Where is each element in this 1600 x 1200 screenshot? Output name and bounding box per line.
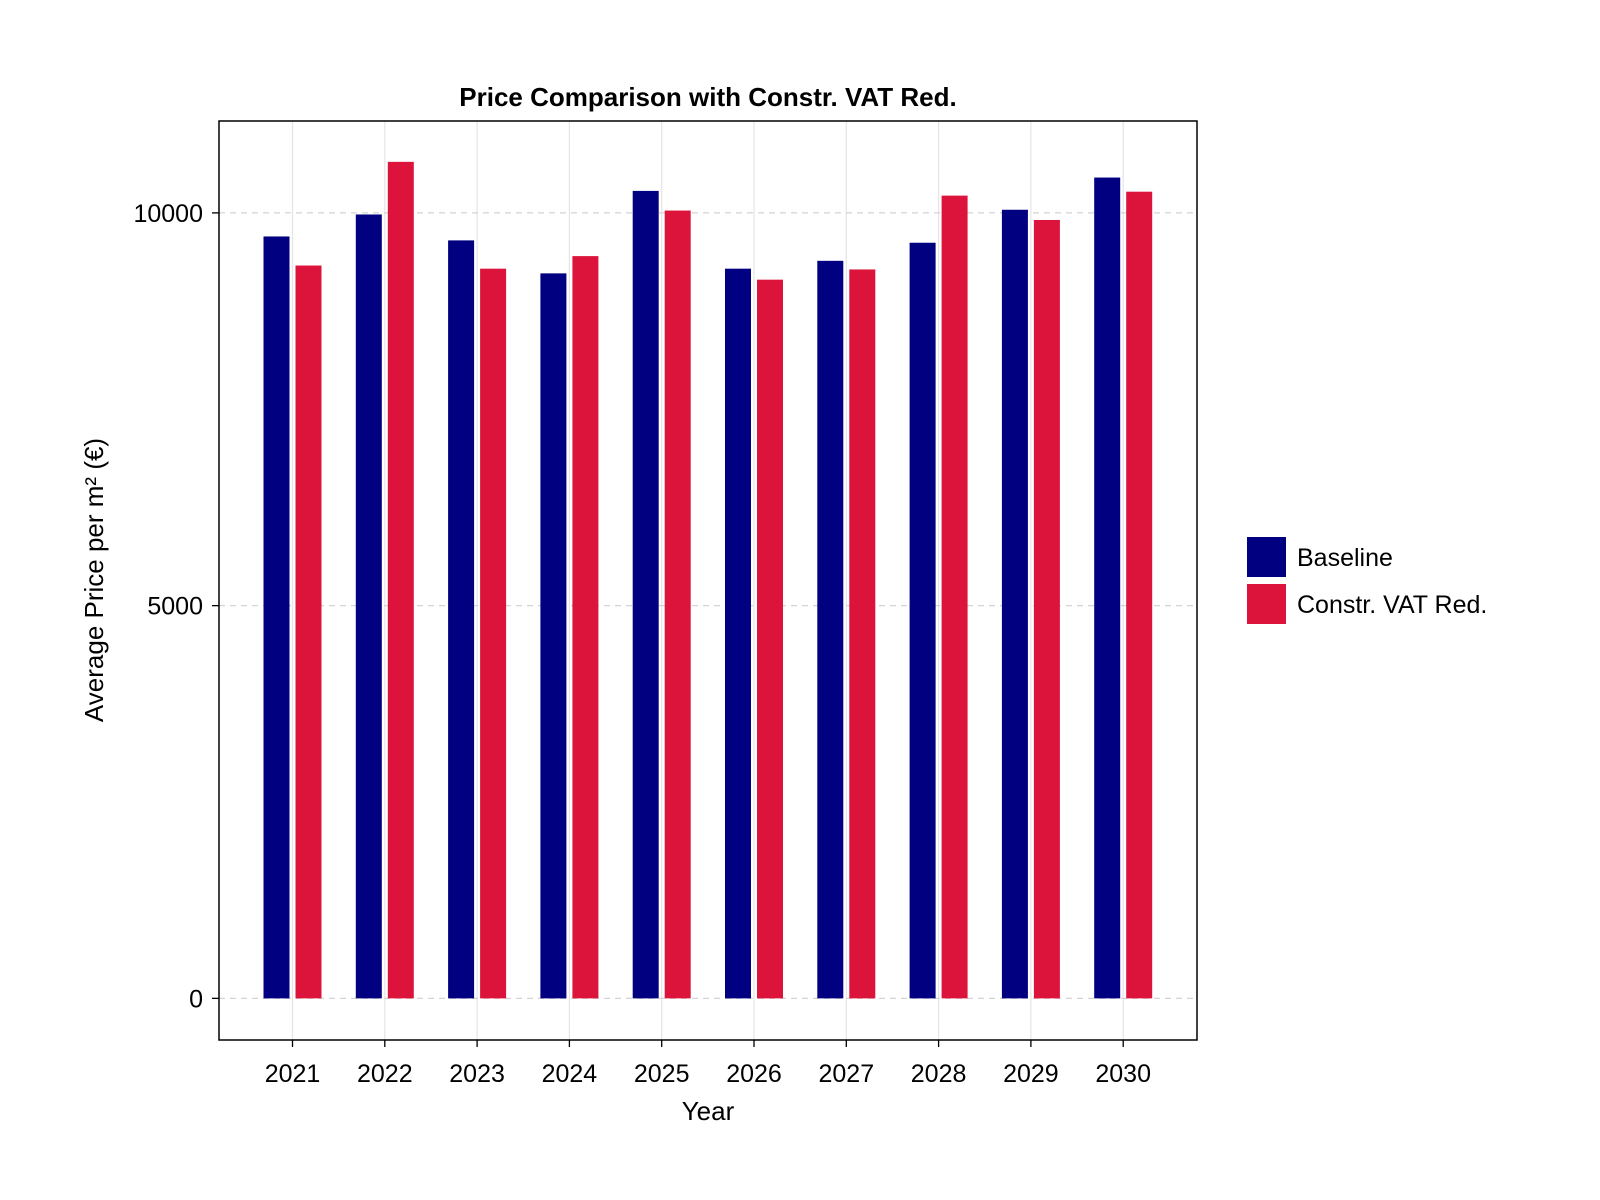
bar-baseline-2024 [540,273,567,999]
bar-constr-vat-red-2029 [1033,219,1060,999]
legend: Baseline Constr. VAT Red. [1247,537,1487,624]
bar-baseline-2030 [1094,177,1121,999]
bar-baseline-2025 [632,190,659,999]
x-tick-label: 2028 [911,1060,967,1088]
bar-constr-vat-red-2027 [849,269,876,999]
legend-label-baseline: Baseline [1297,544,1393,572]
x-tick-label: 2021 [265,1060,321,1088]
bar-baseline-2029 [1001,209,1028,999]
x-tick-label: 2026 [726,1060,782,1088]
bar-baseline-2028 [909,242,936,999]
bar-baseline-2023 [448,240,475,999]
bar-constr-vat-red-2022 [387,161,414,999]
y-tick-label: 5000 [147,593,203,621]
legend-swatch-baseline [1247,537,1286,577]
bar-constr-vat-red-2023 [480,268,507,999]
x-tick-label: 2027 [818,1060,874,1088]
x-tick-label: 2030 [1095,1060,1151,1088]
y-tick-label: 0 [189,985,203,1013]
ticks: 2021 2022 2023 2024 2025 2026 2027 2028 2029 2030… [133,200,1151,1088]
x-tick-label: 2022 [357,1060,413,1088]
bar-baseline-2022 [355,214,382,999]
bar-constr-vat-red-2024 [572,256,599,999]
bar-baseline-2026 [725,268,751,999]
bar-constr-vat-red-2021 [295,265,322,999]
x-tick-label: 2029 [1003,1060,1059,1088]
y-axis-label: Average Price per m² (€) [79,438,109,722]
bar-constr-vat-red-2028 [941,195,968,999]
bar-baseline-2021 [263,236,290,999]
x-tick-label: 2023 [449,1060,505,1088]
bars [263,161,1153,999]
bar-baseline-2027 [817,260,844,999]
x-tick-label: 2024 [542,1060,598,1088]
x-axis-label: Year [682,1096,735,1126]
chart-title: Price Comparison with Constr. VAT Red. [459,82,956,112]
plot-frame [218,120,1198,1041]
x-tick-label: 2025 [634,1060,690,1088]
bar-constr-vat-red-2025 [664,210,691,999]
legend-label-constr-vat-red: Constr. VAT Red. [1297,591,1487,619]
legend-swatch-constr-vat-red [1247,584,1286,624]
y-tick-label: 10000 [133,200,203,228]
bar-constr-vat-red-2030 [1126,191,1153,999]
bar-constr-vat-red-2026 [757,279,783,999]
